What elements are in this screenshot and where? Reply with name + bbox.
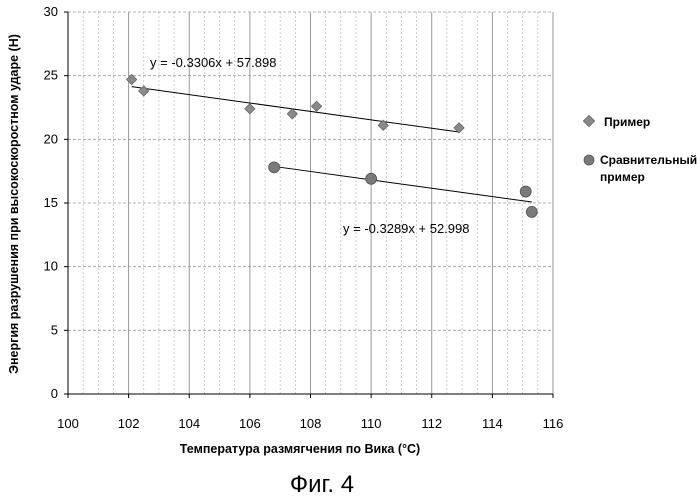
y-tick-label: 20 [44, 131, 58, 146]
data-point-series-2 [365, 172, 378, 185]
data-point-series-1 [125, 73, 138, 86]
legend-marker-circle [583, 154, 595, 166]
figure-caption: Фиг. 4 [290, 471, 354, 498]
x-tick-label: 106 [239, 416, 261, 431]
data-point-series-1 [286, 108, 298, 120]
tick-labels: 0 5 10 15 20 25 30 100 102 104 106 108 110 112 114 116 [44, 4, 564, 431]
legend-label-comparative-line1: Сравнительный [600, 153, 697, 167]
trendlines [131, 86, 532, 203]
y-tick-label: 5 [51, 322, 58, 337]
y-tick-label: 25 [44, 68, 58, 83]
axes [64, 11, 554, 398]
x-tick-label: 108 [300, 416, 322, 431]
data-point-series-2 [525, 206, 538, 218]
x-tick-label: 116 [543, 416, 564, 431]
trendline-series-2 [274, 165, 532, 203]
x-tick-label: 102 [118, 416, 140, 431]
y-tick-label: 0 [51, 386, 58, 401]
trendline-equation-series-2: y = -0.3289x + 52.998 [343, 221, 469, 236]
x-axis-title: Температура размягчения по Вика (°С) [180, 442, 420, 456]
data-point-series-1 [453, 122, 465, 134]
data-points [125, 73, 538, 218]
y-axis-title: Энергия разрушения при высокоскоростном … [7, 34, 21, 374]
data-point-series-2 [519, 185, 532, 198]
y-tick-label: 15 [44, 195, 58, 210]
legend-marker-diamond [582, 114, 596, 128]
y-tick-label: 30 [44, 4, 58, 19]
data-point-series-1 [310, 100, 323, 112]
data-point-series-1 [377, 119, 389, 131]
legend: Пример Сравнительный пример [582, 114, 697, 184]
trendline-equation-series-1: y = -0.3306x + 57.898 [150, 55, 276, 70]
x-tick-label: 110 [361, 416, 382, 431]
x-tick-label: 112 [421, 416, 442, 431]
y-tick-label: 10 [44, 259, 58, 274]
grid [68, 11, 554, 394]
data-point-series-2 [268, 161, 281, 174]
legend-label-primer: Пример [604, 115, 650, 129]
x-tick-label: 100 [57, 416, 79, 431]
legend-label-comparative-line2: пример [600, 170, 645, 184]
trendline-series-1 [131, 86, 460, 133]
x-tick-label: 104 [178, 416, 200, 431]
data-point-series-1 [244, 103, 256, 115]
x-tick-label: 114 [482, 416, 503, 431]
data-point-series-1 [138, 85, 150, 97]
